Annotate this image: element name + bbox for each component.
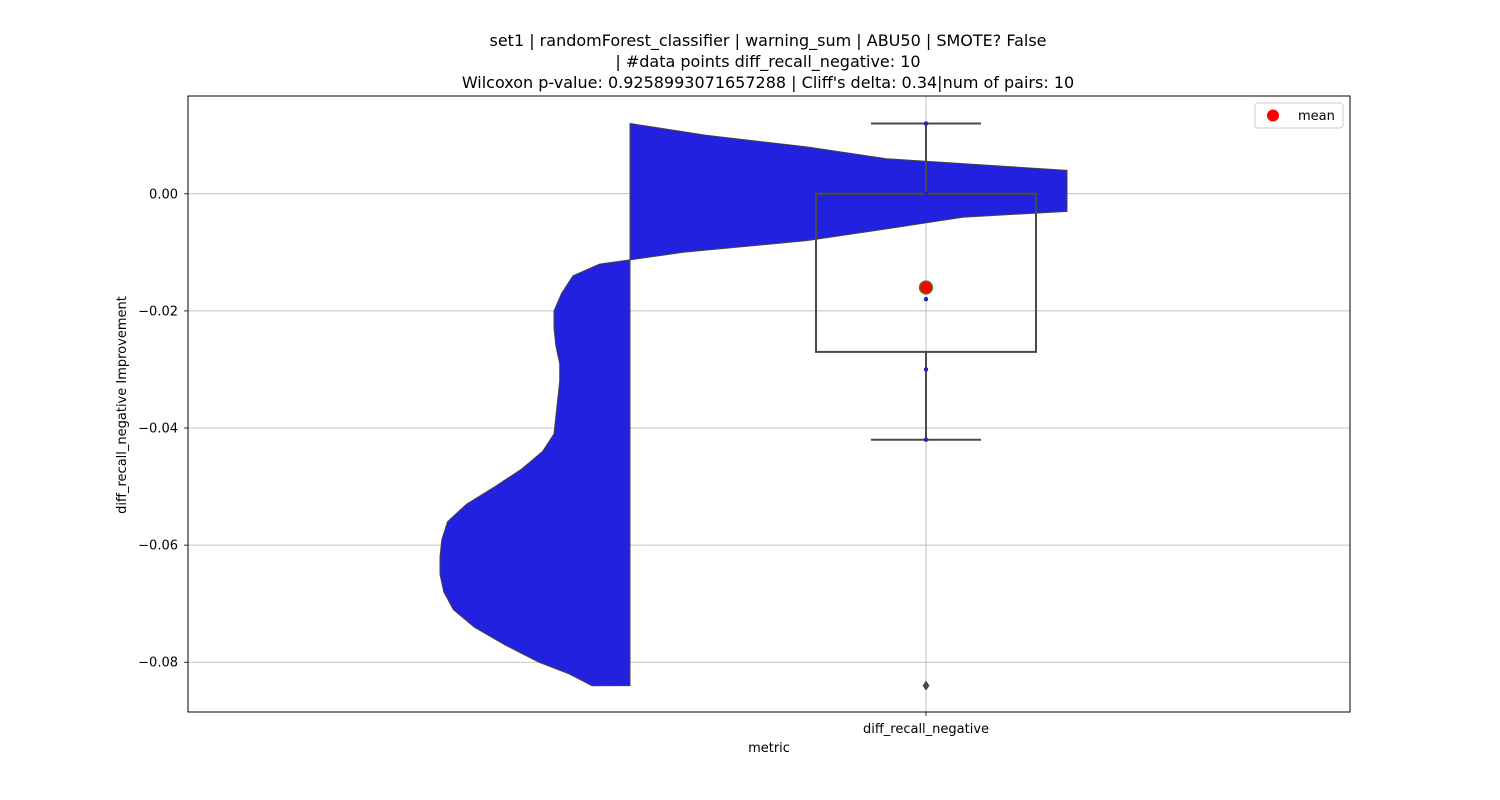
legend-mean-label: mean: [1298, 109, 1335, 124]
outlier-marker: [922, 680, 930, 691]
title-line-2: | #data points diff_recall_negative: 10: [615, 52, 920, 72]
data-point: [923, 367, 929, 372]
violin-body: [439, 122, 1068, 687]
mean-marker: [918, 280, 934, 295]
legend-box: [1254, 102, 1344, 129]
legend: mean: [1254, 102, 1344, 129]
x-axis-label: metric: [748, 741, 790, 756]
data-point: [923, 121, 929, 126]
x-tick-label: diff_recall_negative: [863, 722, 989, 737]
data-point: [923, 296, 929, 302]
y-axis-label: diff_recall_negative Improvement: [115, 296, 130, 514]
y-tick-label: −0.02: [138, 304, 178, 319]
y-axis-ticks: 0.00 −0.02 −0.04 −0.06 −0.08: [138, 187, 188, 671]
x-axis-ticks: diff_recall_negative: [863, 712, 989, 737]
y-tick-label: −0.08: [138, 656, 178, 671]
data-point: [923, 437, 929, 442]
y-tick-label: 0.00: [149, 187, 178, 202]
plot-frame: [187, 95, 1351, 713]
y-tick-label: −0.06: [138, 539, 178, 554]
legend-mean-marker: [1267, 109, 1279, 122]
y-tick-label: −0.04: [138, 422, 178, 437]
chart-title: set1 | randomForest_classifier | warning…: [462, 31, 1074, 92]
data-point: [923, 191, 929, 197]
boxplot: [815, 121, 1037, 691]
title-line-3: Wilcoxon p-value: 0.9258993071657288 | C…: [462, 73, 1074, 92]
violin: [439, 122, 1068, 687]
title-line-1: set1 | randomForest_classifier | warning…: [489, 31, 1046, 51]
